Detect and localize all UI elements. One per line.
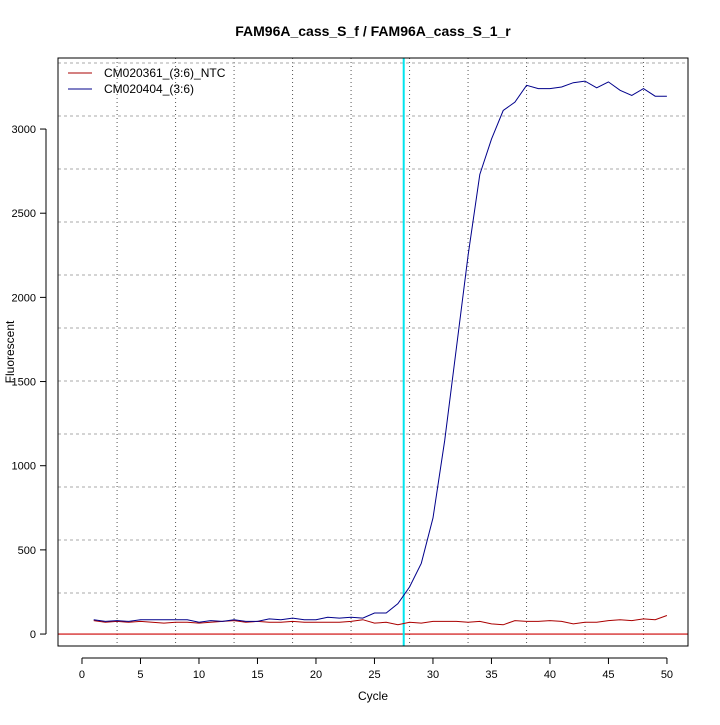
x-tick-label: 15 bbox=[251, 669, 263, 681]
x-tick-label: 45 bbox=[602, 669, 614, 681]
legend-label-ntc: CM020361_(3:6)_NTC bbox=[104, 66, 226, 80]
series-line-0 bbox=[93, 615, 668, 626]
x-tick-label: 30 bbox=[427, 669, 439, 681]
grid bbox=[58, 58, 688, 646]
y-tick-label: 500 bbox=[18, 545, 36, 557]
y-tick-label: 2500 bbox=[12, 208, 36, 220]
x-tick-label: 5 bbox=[137, 669, 143, 681]
y-axis-label: Fluorescent bbox=[3, 320, 17, 383]
y-tick-label: 2000 bbox=[12, 292, 36, 304]
x-tick-label: 20 bbox=[310, 669, 322, 681]
x-axis-label: Cycle bbox=[358, 689, 388, 703]
chart-title: FAM96A_cass_S_f / FAM96A_cass_S_1_r bbox=[235, 23, 511, 39]
legend: CM020361_(3:6)_NTC CM020404_(3:6) bbox=[68, 66, 226, 96]
y-tick-label: 1500 bbox=[12, 377, 36, 389]
x-tick-label: 10 bbox=[193, 669, 205, 681]
axes: 0 5 10 15 20 25 30 35 40 45 5005001000150020002500… bbox=[12, 124, 674, 681]
y-tick-label: 1000 bbox=[12, 461, 36, 473]
x-tick-label: 25 bbox=[368, 669, 380, 681]
x-tick-label: 40 bbox=[544, 669, 556, 681]
series-line-1 bbox=[93, 80, 667, 623]
series-lines bbox=[58, 58, 688, 646]
x-tick-label: 0 bbox=[79, 669, 85, 681]
x-tick-label: 50 bbox=[661, 669, 673, 681]
plot-frame bbox=[57, 57, 689, 647]
legend-label-sample: CM020404_(3:6) bbox=[104, 82, 194, 96]
x-tick-label: 35 bbox=[485, 669, 497, 681]
y-tick-label: 0 bbox=[30, 629, 36, 641]
y-tick-label: 3000 bbox=[12, 124, 36, 136]
